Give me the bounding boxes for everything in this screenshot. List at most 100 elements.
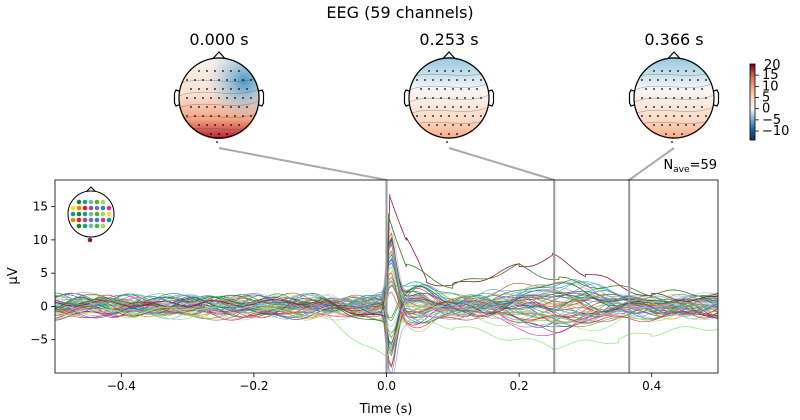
sensor-dot	[440, 97, 442, 99]
y-tick-label: 5	[40, 266, 48, 280]
legend-sensor-dot	[100, 211, 106, 217]
sensor-dot	[444, 88, 446, 90]
sensor-dot	[661, 124, 663, 126]
sensor-dot	[226, 97, 228, 99]
sensor-dot	[214, 124, 216, 126]
sensor-dot	[186, 115, 188, 117]
nose-outline	[442, 51, 456, 59]
sensor-dot	[480, 79, 482, 81]
head-outline	[408, 57, 490, 139]
x-tick-label: 0.0	[377, 379, 396, 393]
topomap: 0.000 s	[173, 30, 265, 143]
sensor-dot	[222, 88, 224, 90]
topomap-time-label: 0.000 s	[189, 30, 248, 49]
sensor-dot	[657, 115, 659, 117]
sensor-dot	[238, 70, 240, 72]
sensor-dot	[464, 115, 466, 117]
sensor-dot	[657, 97, 659, 99]
legend-sensor-dot	[88, 217, 94, 223]
sensor-dot	[677, 106, 679, 108]
legend-sensor-dot	[88, 211, 94, 217]
sensor-dot	[661, 106, 663, 108]
topomap-contour	[178, 88, 260, 97]
sensor-dot	[428, 124, 430, 126]
sensor-dot	[689, 97, 691, 99]
sensor-dot	[440, 133, 442, 135]
sensor-dot	[697, 115, 699, 117]
legend-sensor-dot	[100, 217, 106, 223]
sensor-dot	[673, 79, 675, 81]
sensor-dot	[444, 124, 446, 126]
colorbar-tick-label: 15	[762, 68, 779, 83]
sensor-dot	[190, 88, 192, 90]
nose-outline	[667, 51, 681, 59]
legend-sensor-dot	[106, 205, 112, 211]
legend-sensor-dot	[76, 205, 82, 211]
sensor-dot	[693, 88, 695, 90]
legend-sensor-dot	[76, 217, 82, 223]
topomap-contour	[633, 82, 715, 91]
sensor-dot	[689, 79, 691, 81]
sensor-layout-legend	[67, 186, 115, 243]
sensor-dot	[432, 115, 434, 117]
legend-sensor-dot	[94, 199, 100, 205]
sensor-dot	[649, 97, 651, 99]
sensor-dot	[444, 106, 446, 108]
x-axis-label: Time (s)	[359, 402, 413, 417]
sensor-dot	[456, 115, 458, 117]
sensor-dot	[186, 97, 188, 99]
topomap-contour	[408, 82, 490, 91]
sensor-dot	[226, 79, 228, 81]
sensor-dot	[653, 124, 655, 126]
x-tick-label: 0.2	[510, 379, 529, 393]
sensor-dot	[250, 79, 252, 81]
sensor-dot	[645, 88, 647, 90]
sensor-dot	[448, 79, 450, 81]
sensor-dot	[214, 70, 216, 72]
sensor-dot	[230, 88, 232, 90]
sensor-dot	[653, 70, 655, 72]
legend-sensor-dot	[87, 237, 93, 243]
sensor-dot	[693, 106, 695, 108]
legend-sensor-dot	[76, 199, 82, 205]
topomap-contour	[178, 100, 260, 109]
colorbar-top-label: 20	[764, 58, 781, 73]
legend-sensor-dot	[100, 223, 106, 229]
sensor-dot	[436, 124, 438, 126]
sensor-dot	[464, 97, 466, 99]
right-ear-outline	[488, 89, 495, 107]
legend-sensor-dot	[106, 217, 112, 223]
topomap-group: 0.000 s 0.253 s 0.366 s	[173, 30, 720, 143]
sensor-dot	[444, 70, 446, 72]
x-tick-label: −0.4	[107, 379, 136, 393]
sensor-dot	[218, 79, 220, 81]
sensor-dot	[701, 106, 703, 108]
sensor-dot	[677, 124, 679, 126]
sensor-dot	[448, 97, 450, 99]
sensor-dot	[446, 141, 448, 143]
sensor-dot	[472, 115, 474, 117]
legend-sensor-dot	[76, 211, 82, 217]
sensor-dot	[689, 115, 691, 117]
sensor-dot	[468, 88, 470, 90]
sensor-dot	[420, 106, 422, 108]
sensor-dot	[186, 79, 188, 81]
sensor-dot	[693, 124, 695, 126]
y-tick-label: 0	[40, 299, 48, 313]
sensor-dot	[685, 106, 687, 108]
butterfly-plot: −0.4 −0.2 0.0 0.2 0.4 −5 0 5 10 15 Time (s) µV	[6, 179, 719, 417]
sensor-dot	[198, 70, 200, 72]
sensor-dot	[242, 115, 244, 117]
right-ear-outline	[713, 89, 720, 107]
sensor-dot	[242, 97, 244, 99]
sensor-dot	[222, 124, 224, 126]
sensor-dot	[452, 124, 454, 126]
legend-sensor-dot	[94, 205, 100, 211]
sensor-dot	[693, 70, 695, 72]
channel-trace-highlight	[55, 306, 718, 360]
sensor-dot	[416, 97, 418, 99]
left-ear-outline	[403, 89, 410, 107]
y-axis-label: µV	[6, 267, 21, 284]
sensor-dot	[234, 97, 236, 99]
